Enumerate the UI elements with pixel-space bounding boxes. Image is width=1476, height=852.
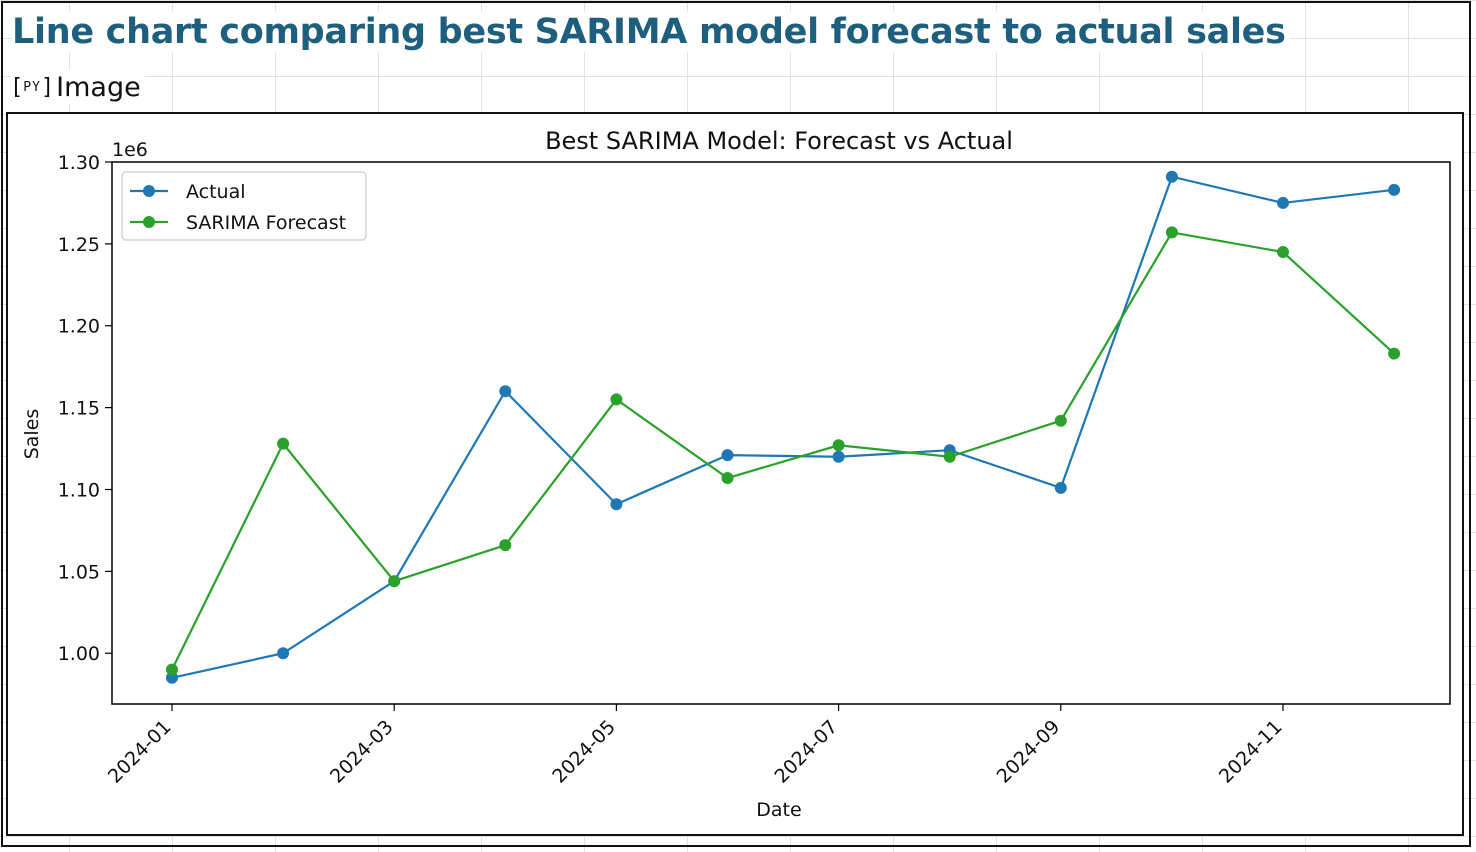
data-point-actual	[832, 450, 845, 463]
data-point-forecast	[610, 393, 623, 406]
y-axis: 1.00 1.05 1.10 1.15 1.20 1.25 1.30	[58, 152, 112, 665]
legend-box	[121, 171, 367, 241]
y-tick-label: 1.25	[58, 234, 100, 256]
legend-label-actual: Actual	[186, 181, 246, 203]
data-point-forecast	[499, 539, 512, 552]
x-tick-label: 2024-11	[1215, 716, 1287, 788]
y-axis-label: Sales	[21, 409, 43, 460]
legend: Actual SARIMA Forecast	[121, 171, 367, 241]
data-point-actual	[721, 449, 734, 462]
chart-container[interactable]: Best SARIMA Model: Forecast vs Actual 1e…	[6, 112, 1464, 836]
data-point-forecast	[1054, 414, 1067, 427]
x-axis-label: Date	[756, 799, 801, 821]
page-title: Line chart comparing best SARIMA model f…	[12, 12, 1290, 52]
data-point-actual	[610, 498, 623, 511]
data-point-forecast	[388, 575, 401, 588]
plot-area	[111, 161, 1451, 705]
legend-marker-forecast	[143, 216, 155, 228]
data-point-forecast	[832, 439, 845, 452]
x-axis: 2024-01 2024-03 2024-05 2024-07 2024-09 2024-…	[104, 704, 1287, 788]
y-tick-label: 1.05	[58, 561, 100, 583]
y-tick-label: 1.15	[58, 398, 100, 420]
data-point-actual	[1165, 170, 1178, 183]
y-tick-label: 1.30	[58, 152, 100, 174]
data-point-actual	[277, 647, 290, 660]
data-point-forecast	[277, 437, 290, 450]
x-tick-label: 2024-01	[104, 716, 176, 788]
data-point-forecast	[1165, 226, 1178, 239]
data-point-forecast	[943, 450, 956, 463]
data-point-actual	[1277, 196, 1289, 209]
series-line-actual	[171, 175, 1395, 679]
y-axis-multiplier: 1e6	[112, 139, 148, 161]
y-tick-label: 1.20	[58, 316, 100, 338]
data-point-actual	[1388, 183, 1401, 196]
series-line-forecast	[171, 231, 1395, 671]
chart-title: Best SARIMA Model: Forecast vs Actual	[545, 127, 1013, 155]
y-tick-label: 1.10	[58, 479, 100, 501]
data-point-actual	[499, 385, 512, 398]
data-point-actual	[1054, 481, 1067, 494]
python-image-badge[interactable]: [PY] Image	[10, 70, 145, 104]
legend-marker-actual	[143, 185, 155, 197]
data-point-forecast	[166, 663, 178, 676]
line-chart: Best SARIMA Model: Forecast vs Actual 1e…	[21, 127, 1451, 821]
python-icon: [PY]	[10, 74, 55, 100]
data-point-forecast	[1388, 347, 1401, 360]
data-point-forecast	[721, 472, 734, 485]
y-tick-label: 1.00	[58, 643, 100, 665]
data-point-forecast	[1277, 246, 1289, 259]
x-tick-label: 2024-05	[548, 716, 620, 788]
badge-label: Image	[56, 71, 141, 103]
x-tick-label: 2024-09	[993, 716, 1065, 788]
legend-label-forecast: SARIMA Forecast	[186, 212, 346, 234]
series-layer	[166, 170, 1401, 684]
x-tick-label: 2024-07	[770, 716, 842, 788]
x-tick-label: 2024-03	[326, 716, 398, 788]
